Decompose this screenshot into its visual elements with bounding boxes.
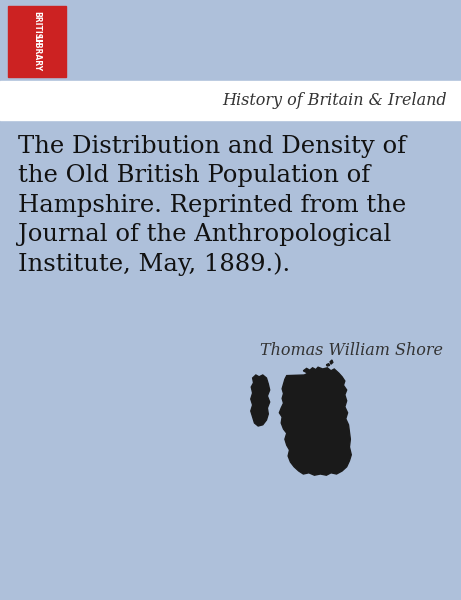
Text: LIBRARY: LIBRARY [33, 35, 41, 71]
Text: BRITISH: BRITISH [33, 11, 41, 46]
Bar [0, 0, 461, 81]
Polygon shape [251, 375, 270, 426]
Bar [8, 6, 66, 77]
Bar [0, 81, 461, 120]
Polygon shape [330, 360, 333, 364]
Text: The Distribution and Density of
the Old British Population of
Hampshire. Reprint: The Distribution and Density of the Old … [18, 135, 407, 276]
Text: Thomas William Shore: Thomas William Shore [260, 342, 443, 359]
Polygon shape [279, 367, 351, 475]
Polygon shape [326, 364, 330, 366]
Text: History of Britain & Ireland: History of Britain & Ireland [223, 92, 447, 109]
